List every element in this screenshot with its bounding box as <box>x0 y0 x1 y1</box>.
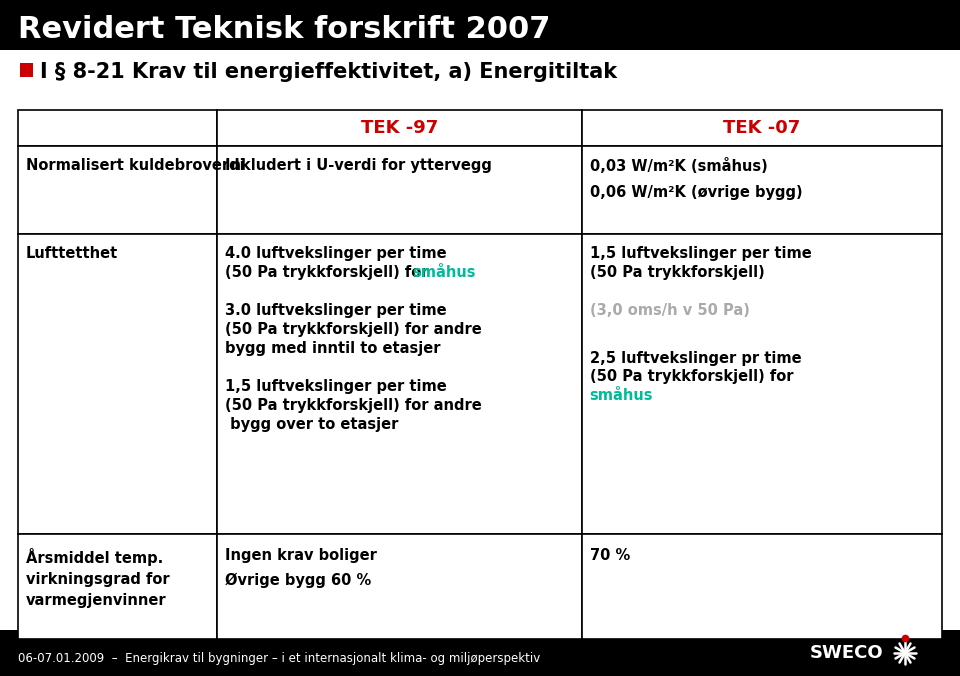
Text: SWECO: SWECO <box>810 644 883 662</box>
Bar <box>582 146 942 234</box>
Text: 2,5 luftvekslinger pr time: 2,5 luftvekslinger pr time <box>589 350 802 366</box>
Text: bygg med inntil to etasjer: bygg med inntil to etasjer <box>225 341 440 356</box>
Bar <box>217 534 582 639</box>
Text: 4.0 luftvekslinger per time: 4.0 luftvekslinger per time <box>225 246 446 261</box>
Text: 0,03 W/m²K (småhus): 0,03 W/m²K (småhus) <box>589 158 767 174</box>
Bar <box>18 234 217 534</box>
Text: 70 %: 70 % <box>589 548 630 563</box>
Text: Lufttetthet: Lufttetthet <box>26 246 118 261</box>
Text: 1,5 luftvekslinger per time: 1,5 luftvekslinger per time <box>225 379 446 394</box>
Bar <box>582 234 942 534</box>
Text: Normalisert kuldebroverdi: Normalisert kuldebroverdi <box>26 158 245 173</box>
Text: I § 8-21 Krav til energieffektivitet, a) Energitiltak: I § 8-21 Krav til energieffektivitet, a)… <box>40 62 617 82</box>
Bar <box>0 630 960 676</box>
Text: Årsmiddel temp.
virkningsgrad for
varmegjenvinner: Årsmiddel temp. virkningsgrad for varmeg… <box>26 548 170 608</box>
Bar <box>18 146 217 234</box>
Text: (50 Pa trykkforskjell): (50 Pa trykkforskjell) <box>589 265 764 280</box>
Text: (50 Pa trykkforskjell) for andre: (50 Pa trykkforskjell) for andre <box>225 398 481 413</box>
Text: Revidert Teknisk forskrift 2007: Revidert Teknisk forskrift 2007 <box>18 16 550 45</box>
Bar <box>582 110 942 146</box>
Text: (3,0 oms/h v 50 Pa): (3,0 oms/h v 50 Pa) <box>589 303 750 318</box>
Bar <box>582 534 942 639</box>
Text: (50 Pa trykkforskjell) for andre: (50 Pa trykkforskjell) for andre <box>225 322 481 337</box>
Text: (50 Pa trykkforskjell) for: (50 Pa trykkforskjell) for <box>589 370 793 385</box>
Bar <box>18 110 217 146</box>
Text: TEK -97: TEK -97 <box>361 119 438 137</box>
Bar <box>0 0 960 50</box>
Text: 0,06 W/m²K (øvrige bygg): 0,06 W/m²K (øvrige bygg) <box>589 185 803 200</box>
Text: bygg over to etasjer: bygg over to etasjer <box>225 417 398 432</box>
Bar <box>217 234 582 534</box>
Text: 06-07.01.2009  –  Energikrav til bygninger – i et internasjonalt klima- og miljø: 06-07.01.2009 – Energikrav til bygninger… <box>18 652 540 665</box>
Text: Ingen krav boliger: Ingen krav boliger <box>225 548 376 563</box>
Text: (50 Pa trykkforskjell) for: (50 Pa trykkforskjell) for <box>225 265 433 280</box>
Text: 1,5 luftvekslinger per time: 1,5 luftvekslinger per time <box>589 246 811 261</box>
Text: småhus: småhus <box>413 265 476 280</box>
Text: TEK -07: TEK -07 <box>723 119 801 137</box>
Bar <box>20 63 33 77</box>
Text: Øvrige bygg 60 %: Øvrige bygg 60 % <box>225 573 371 588</box>
Bar <box>18 534 217 639</box>
Text: 3.0 luftvekslinger per time: 3.0 luftvekslinger per time <box>225 303 446 318</box>
Text: Inkludert i U-verdi for yttervegg: Inkludert i U-verdi for yttervegg <box>225 158 492 173</box>
Text: småhus: småhus <box>589 389 653 404</box>
Bar <box>217 110 582 146</box>
Bar <box>217 146 582 234</box>
